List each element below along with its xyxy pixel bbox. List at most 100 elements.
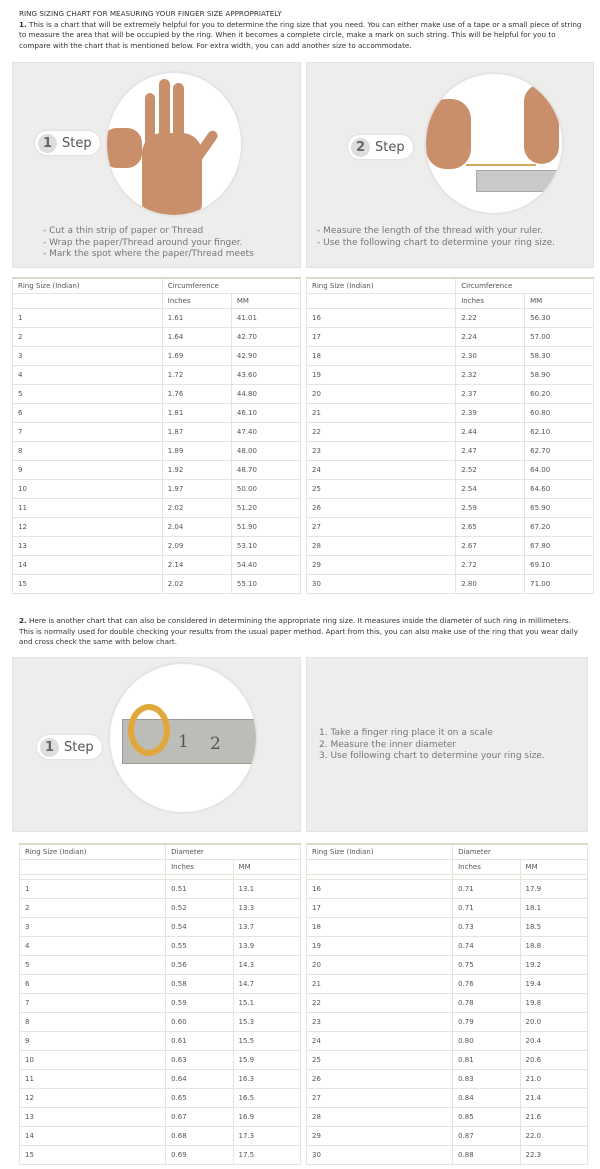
table-cell: 0.73 [452,916,521,937]
ring-on-ruler-image: 2 1 [108,662,258,814]
table-cell: MM [230,292,302,309]
table-cell: Ring Size (Indian) [18,843,167,860]
circumference-table-left: Ring Size (Indian) Circumference Inches MM 1… [12,277,302,594]
table-row: 20 2.37 60.20 [305,383,594,404]
table-cell: 48.00 [230,440,302,461]
table-cell: 4 [18,935,167,956]
table-cell: 9 [18,1030,167,1051]
table-cell: 42.70 [230,326,302,347]
table-cell: 14 [12,554,163,575]
table-cell: 11 [12,497,163,518]
table-cell: 22.3 [519,1144,589,1165]
table-cell: 0.55 [165,935,234,956]
table-cell: 0.54 [165,916,234,937]
table-cell: 2.09 [161,535,232,556]
table-cell: 2.65 [455,516,526,537]
table-cell: 16.3 [232,1068,302,1089]
table-cell: 16 [305,307,457,328]
table-row: 19 2.32 58.90 [305,364,594,385]
table-cell: 2.80 [455,573,526,594]
table-row: 29 0.87 22.0 [305,1125,589,1146]
table-cell: 9 [12,459,163,480]
table-cell: 15.5 [232,1030,302,1051]
table-cell: 25 [305,1049,454,1070]
table-cell: 24 [305,459,457,480]
table-cell: 18.8 [519,935,589,956]
thread-ruler-image [424,72,564,215]
table-cell [18,858,167,875]
table-cell: 0.59 [165,992,234,1013]
table-cell: 0.81 [452,1049,521,1070]
table-cell: 26 [305,1068,454,1089]
table-row: 18 0.73 18.5 [305,916,589,937]
table-cell: 17 [305,897,454,918]
table-cell: 21.4 [519,1087,589,1108]
table-cell: 23 [305,1011,454,1032]
table-cell: 67.80 [524,535,594,556]
table-cell: Diameter [452,843,588,860]
table-cell: 17.9 [519,878,589,899]
instruction: 2. Measure the inner diameter [319,739,456,750]
table-cell: 53.10 [230,535,302,556]
table-cell: 1.87 [161,421,232,442]
table-row: 30 0.88 22.3 [305,1144,589,1165]
step-number: 2 [351,137,370,157]
step-number: 1 [38,133,57,153]
table-cell: 13.7 [232,916,302,937]
table-cell: Inches [165,858,234,875]
table-cell: 47.40 [230,421,302,442]
table-cell: 41.01 [230,307,302,328]
table-row: 6 0.58 14.7 [18,973,302,994]
page-heading: RING SIZING CHART FOR MEASURING YOUR FIN… [19,9,282,18]
table-cell: 0.52 [165,897,234,918]
table-row: 5 1.76 44.80 [12,383,302,404]
table-cell: 27 [305,1087,454,1108]
table-cell: Ring Size (Indian) [305,843,454,860]
diameter-table-left: Ring Size (Indian) Diameter Inches MM 1 0.51 1… [18,843,302,1165]
instruction: 1. Take a finger ring place it on a scal… [319,728,493,738]
table-cell: Inches [455,292,526,309]
step-2-badge: 2 Step [348,135,413,159]
table-cell [12,292,163,309]
header-row: Ring Size (Indian) Diameter [305,843,588,860]
table-cell: 16.5 [232,1087,302,1108]
table-cell: 30 [305,1144,454,1165]
table-cell: 13.1 [232,878,302,899]
table-cell: 2 [18,897,167,918]
table-cell: 2.67 [455,535,526,556]
table-cell: 0.74 [452,935,521,956]
table-cell: 16 [305,878,454,899]
table-cell: Diameter [165,843,301,860]
ring-instructions: 1. Take a finger ring place it on a scal… [319,728,545,763]
table-row: 10 1.97 50.00 [12,478,302,499]
table-cell: 14 [18,1125,167,1146]
intro-paragraph-2: 2. Here is another chart that can also b… [19,616,584,648]
table-cell: 25 [305,478,457,499]
table-cell: 1.72 [161,364,232,385]
table-row: 8 0.60 15.3 [18,1011,302,1032]
step1-panel: 1 Step - Cut a thin strip of paper or Thr… [12,62,301,268]
table-cell: 21 [305,402,457,423]
table-row: 9 0.61 15.5 [18,1030,302,1051]
table-row: 11 0.64 16.3 [18,1068,302,1089]
table-cell: 71.00 [524,573,594,594]
table-cell: 51.90 [230,516,302,537]
table-cell: 20.6 [519,1049,589,1070]
table-row: 12 2.04 51.90 [12,516,302,537]
table-cell: 0.76 [452,973,521,994]
table-cell: Ring Size (Indian) [305,277,457,294]
table-cell: 55.10 [230,573,302,594]
table-cell: 0.68 [165,1125,234,1146]
paragraph-number: 1. [19,19,27,29]
subheader-row: Inches MM [305,292,594,309]
table-row: 15 0.69 17.5 [18,1144,302,1165]
table-cell: 22.0 [519,1125,589,1146]
table-cell: 58.90 [524,364,594,385]
table-row: 25 2.54 64.60 [305,478,594,499]
table-row: 6 1.81 46.10 [12,402,302,423]
table-row: 7 1.87 47.40 [12,421,302,442]
table-row: 4 0.55 13.9 [18,935,302,956]
table-cell: 56.30 [524,307,594,328]
circumference-table-right: Ring Size (Indian) Circumference Inches MM 1… [305,277,594,594]
table-cell: 0.84 [452,1087,521,1108]
